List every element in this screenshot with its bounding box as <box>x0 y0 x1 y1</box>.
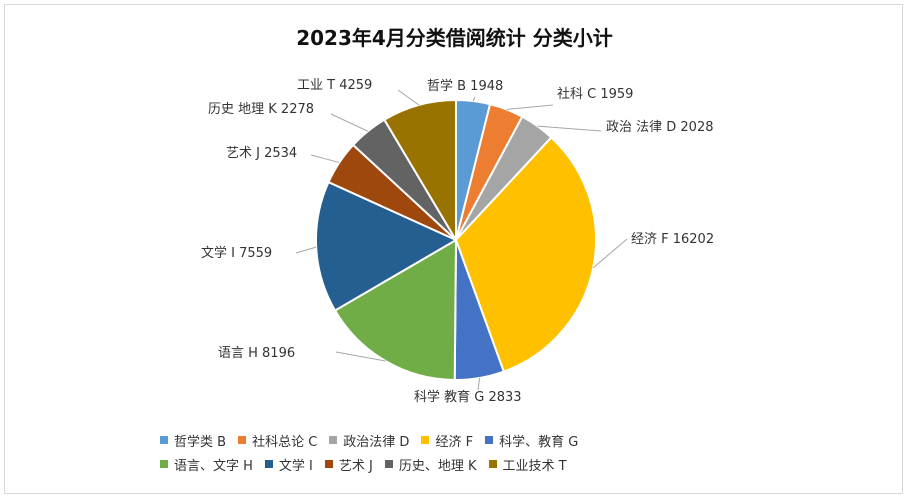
pie-slice <box>454 136 597 373</box>
data-label: 哲学 B 1948 <box>427 78 503 94</box>
pie-slice <box>333 238 458 382</box>
leader-line <box>397 89 420 106</box>
legend-label: 社科总论 C <box>252 434 318 450</box>
legend-swatch <box>264 460 273 468</box>
legend-item: 经济 F <box>421 431 473 450</box>
legend-label: 工业技术 T <box>502 458 567 474</box>
legend-swatch <box>238 436 247 444</box>
legend-label: 艺术 J <box>338 458 373 474</box>
legend-swatch <box>329 436 338 444</box>
leader-line <box>592 238 628 269</box>
legend-label: 历史、地理 K <box>398 458 477 474</box>
legend-swatch <box>384 460 393 468</box>
data-label: 语言 H 8196 <box>218 346 295 361</box>
legend-label: 经济 F <box>435 434 474 450</box>
legend-swatch <box>485 436 494 444</box>
legend-item: 文学 I <box>264 455 313 474</box>
data-label: 历史 地理 K 2278 <box>208 102 314 117</box>
pie-slice <box>382 98 457 244</box>
leader-line <box>477 377 481 391</box>
legend-label: 语言、文字 H <box>174 458 253 474</box>
data-label: 艺术 J 2534 <box>226 146 297 161</box>
legend-label: 文学 I <box>278 458 313 474</box>
legend-item: 工业技术 T <box>488 455 567 474</box>
legend-label: 科学、教育 G <box>499 434 579 450</box>
legend-item: 艺术 J <box>324 455 373 474</box>
data-label: 社科 C 1959 <box>557 86 633 102</box>
legend-item: 政治法律 D <box>329 431 409 450</box>
legend-label: 哲学类 B <box>174 434 227 450</box>
legend-item: 语言、文字 H <box>160 455 253 474</box>
data-label: 文学 I 7559 <box>201 245 272 261</box>
legend-swatch <box>160 436 168 444</box>
data-label: 政治 法律 D 2028 <box>606 120 714 135</box>
legend-item: 社科总论 C <box>238 431 317 450</box>
legend-swatch <box>421 436 430 444</box>
leader-line <box>506 104 554 110</box>
legend-swatch <box>488 460 497 468</box>
leader-line <box>335 351 386 362</box>
legend-swatch <box>160 460 168 468</box>
leader-line <box>295 246 317 254</box>
leader-line <box>310 154 340 164</box>
data-label: 科学 教育 G 2833 <box>414 389 522 405</box>
legend-item: 科学、教育 G <box>485 431 578 450</box>
legend-item: 历史、地理 K <box>384 455 477 474</box>
leader-line <box>537 125 602 132</box>
legend-row: 哲学类 B 社科总论 C 政治法律 D 经济 F 科学、教育 G <box>160 428 780 452</box>
legend-label: 政治法律 D <box>343 434 410 450</box>
legend-row: 语言、文字 H 文学 I 艺术 J 历史、地理 K 工业技术 T <box>160 452 780 476</box>
legend-swatch <box>324 460 333 468</box>
leader-line <box>472 96 476 102</box>
data-label: 工业 T 4259 <box>297 78 372 93</box>
chart-legend: 哲学类 B 社科总论 C 政治法律 D 经济 F 科学、教育 G 语言、文字 H 文学 I 艺… <box>160 428 780 476</box>
data-label: 经济 F 16202 <box>631 232 714 247</box>
leader-line <box>330 113 369 132</box>
legend-item: 哲学类 B <box>160 431 226 450</box>
chart-title: 2023年4月分类借阅统计 分类小计 <box>296 26 613 50</box>
